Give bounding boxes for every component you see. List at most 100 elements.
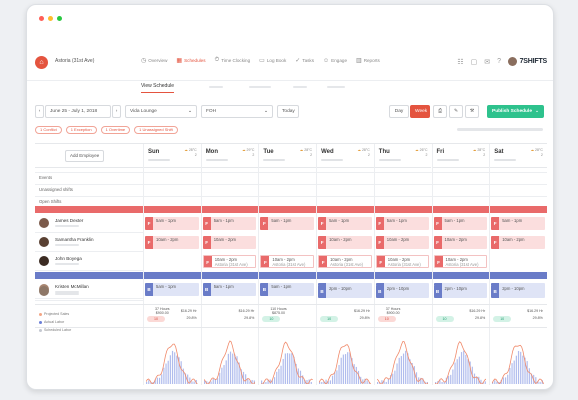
location-name[interactable]: Astoria (31st Ave) [55, 58, 95, 64]
employee-row[interactable] [35, 282, 143, 301]
week-view-button[interactable]: Week [410, 105, 430, 118]
weather-icon: ☁ [530, 148, 536, 152]
legend-dot-icon [39, 328, 42, 332]
user-avatar[interactable] [508, 57, 517, 66]
nav-item-schedules[interactable]: ▦ Schedules [176, 57, 205, 64]
day-header[interactable]: Mon ☁ 29°C 2 [201, 144, 259, 168]
shift-card[interactable]: B 2pm - 10pm [491, 285, 545, 298]
shift-card[interactable]: F 10am - 2pm [491, 236, 545, 249]
shift-card[interactable]: B 2pm - 10pm [318, 285, 372, 298]
nav-item-time-clocking[interactable]: ⏱ Time Clocking [215, 57, 251, 64]
labor-bar [524, 357, 526, 384]
shift-card[interactable]: F 10am - 2pm Astoria (31st Ave) [260, 255, 315, 268]
labor-bar [464, 354, 466, 384]
shift-text: 10am - 2pm Astoria (31st Ave) [215, 257, 248, 267]
tools-icon[interactable]: ⚒ [465, 105, 479, 118]
shift-card[interactable]: F 5am - 1pm [491, 217, 545, 230]
nav-item-reports[interactable]: ▥ Reports [356, 57, 380, 64]
shift-card[interactable]: F 5am - 1pm [375, 217, 430, 230]
day-header[interactable]: Thu ☁ 26°C 2 [374, 144, 432, 168]
day-header[interactable]: Sat ☁ 28°C 2 [490, 144, 547, 168]
labor-bar [409, 359, 411, 384]
alert-chip[interactable]: 1 Overtime [100, 126, 131, 134]
window-dot[interactable] [57, 16, 62, 21]
help-icon[interactable]: ? [497, 58, 501, 65]
role-select[interactable]: FOH ⌄ [201, 105, 273, 118]
labor-bar [216, 378, 218, 384]
edit-icon[interactable]: ✎ [449, 105, 463, 118]
labor-bar [460, 352, 462, 384]
shift-card[interactable]: F 10am - 2pm [145, 236, 199, 249]
shift-card[interactable]: B 2pm - 10pm [433, 285, 488, 298]
add-employee-button[interactable]: Add Employee [65, 150, 105, 162]
employee-row[interactable]: John Boyega [35, 252, 143, 271]
day-header[interactable]: Fri ☁ 28°C 2 [432, 144, 490, 168]
alert-chip[interactable]: 1 Unassigned Shift [134, 126, 178, 134]
stat-percent: 29.8% [474, 316, 486, 320]
shift-text: 10am - 2pm [156, 237, 178, 242]
labor-bar [146, 381, 148, 384]
labor-bar [282, 358, 285, 384]
location-logo-icon[interactable]: ⌂ [35, 56, 48, 69]
employee-row[interactable]: James Dexter [35, 214, 143, 233]
shift-card[interactable]: F 10am - 2pm Astoria (31st Ave) [202, 255, 257, 268]
nav-item-tasks[interactable]: ✓ Tasks [295, 57, 314, 64]
next-week-button[interactable]: › [112, 105, 121, 118]
subnav-placeholder[interactable] [209, 86, 223, 88]
alert-chip[interactable]: 1 Exception [65, 126, 97, 134]
shift-card[interactable]: F 10am - 2pm Astoria (31st Ave) [318, 255, 372, 268]
prev-week-button[interactable]: ‹ [35, 105, 44, 118]
shift-card[interactable]: F 5am - 1pm [202, 217, 257, 230]
labor-forecast-chart [434, 341, 487, 384]
stat-rate: $16.29 Hr [180, 309, 197, 313]
day-header[interactable]: Tue ☁ 28°C 2 [259, 144, 317, 168]
subnav-placeholder[interactable] [293, 86, 307, 88]
chat-icon[interactable]: ✉ [484, 59, 491, 66]
nav-item-overview[interactable]: ◷ Overview [141, 57, 167, 64]
shift-card[interactable]: F 10am - 2pm [202, 236, 257, 249]
day-header[interactable]: Wed ☁ 28°C 2 [317, 144, 374, 168]
inbox-icon[interactable]: ▢ [470, 59, 478, 66]
shift-text: 10am - 2pm Astoria (31st Ave) [446, 257, 479, 267]
subnav-placeholder[interactable] [249, 86, 271, 88]
subnav-placeholder[interactable] [327, 86, 345, 88]
nav-item-log-book[interactable]: ▭ Log Book [259, 57, 286, 64]
tab-view-schedule[interactable]: View Schedule [141, 83, 174, 93]
shift-card[interactable]: F 10am - 2pm Astoria (31st Ave) [375, 255, 430, 268]
employee-row[interactable]: Samantha Franklin [35, 233, 143, 252]
labor-bar [513, 360, 515, 384]
shift-card[interactable]: F 5am - 1pm [260, 217, 315, 230]
role-tag: B [433, 285, 442, 298]
shift-card[interactable]: F 10am - 2pm Astoria (31st Ave) [433, 255, 488, 268]
today-button[interactable]: Today [277, 105, 299, 118]
alert-chip[interactable]: 1 Conflict [35, 126, 62, 134]
shift-card[interactable]: F 5am - 1pm [433, 217, 488, 230]
projected-sales-line [146, 343, 198, 384]
shift-card[interactable]: B 2pm - 10pm [375, 285, 430, 298]
grid-icon[interactable]: ☷ [457, 59, 464, 66]
window-dot[interactable] [48, 16, 53, 21]
day-header[interactable]: Sun ☁ 28°C 2 [144, 144, 201, 168]
projected-sales-line [376, 340, 429, 384]
publish-schedule-button[interactable]: Publish Schedule ⌄ [487, 105, 544, 118]
day-column: Mon ☁ 29°C 2 [200, 144, 259, 385]
day-view-button[interactable]: Day [389, 105, 409, 118]
shift-card[interactable]: F 5am - 1pm [318, 217, 372, 230]
date-range-picker[interactable]: June 25 - July 1, 2018 [45, 105, 111, 118]
shift-card[interactable]: F 5am - 1pm [145, 217, 199, 230]
nav-item-engage[interactable]: ☺ Engage [323, 57, 347, 64]
shift-card[interactable]: F 10am - 2pm [433, 236, 488, 249]
schedule-toolbar: ‹ June 25 - July 1, 2018 › Vida Lounge ⌄ … [35, 105, 547, 119]
labor-bar [236, 356, 238, 384]
shift-card[interactable]: F 10am - 2pm [375, 236, 430, 249]
department-select[interactable]: Vida Lounge ⌄ [125, 105, 197, 118]
labor-bar [456, 359, 458, 384]
print-icon[interactable]: ⎙ [433, 105, 447, 118]
shift-card[interactable]: F 10am - 2pm [318, 236, 372, 249]
window-dot[interactable] [39, 16, 44, 21]
labor-bar [152, 382, 154, 384]
labor-bar [329, 380, 332, 384]
